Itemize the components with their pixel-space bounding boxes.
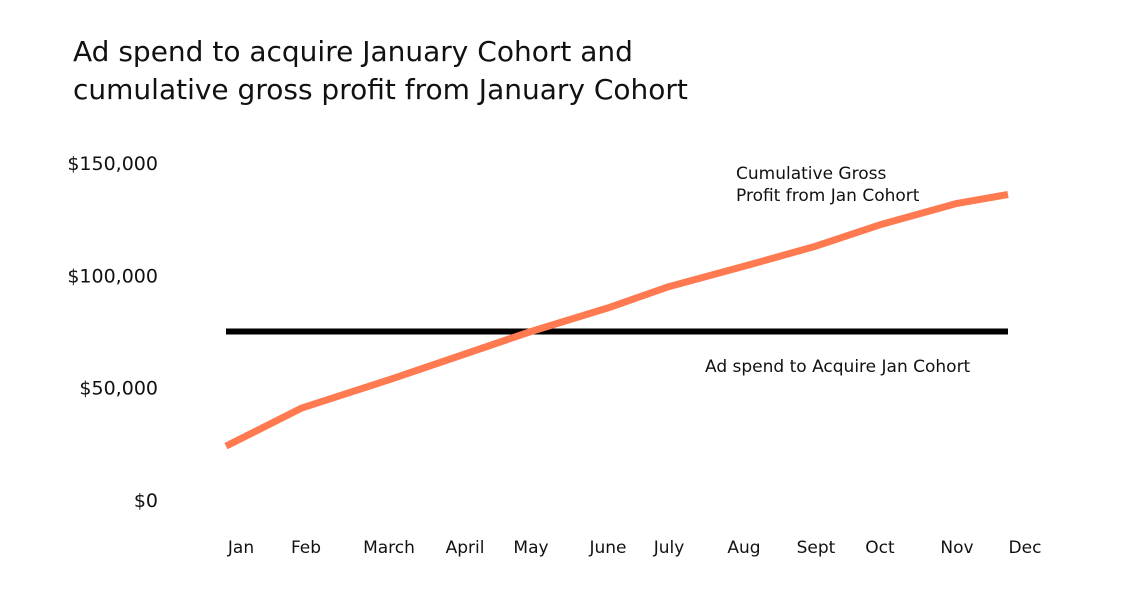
x-tick-label: Sept xyxy=(797,538,836,558)
y-tick-label: $150,000 xyxy=(67,153,158,175)
x-tick-label: May xyxy=(513,538,548,558)
y-axis-ticks: $0 $50,000 $100,000 $150,000 xyxy=(67,153,158,512)
x-axis-ticks: Jan Feb March April May June July Aug Sept Oct Nov… xyxy=(227,538,1042,558)
chart-title-line-1: Ad spend to acquire January Cohort and xyxy=(73,35,633,68)
x-tick-label: April xyxy=(446,538,485,558)
x-tick-label: Jan xyxy=(227,538,254,558)
y-tick-label: $0 xyxy=(134,490,158,512)
profit-series-label-line-1: Cumulative Gross xyxy=(736,164,886,184)
x-tick-label: June xyxy=(588,538,626,558)
x-tick-label: Dec xyxy=(1009,538,1042,558)
profit-series-line xyxy=(224,191,1009,450)
x-tick-label: Oct xyxy=(865,538,895,558)
profit-series-label-line-2: Profit from Jan Cohort xyxy=(736,186,920,206)
series-layer xyxy=(224,191,1009,450)
x-tick-label: Nov xyxy=(940,538,973,558)
x-tick-label: Aug xyxy=(727,538,760,558)
chart-title-line-2: cumulative gross profit from January Coh… xyxy=(73,73,688,106)
y-tick-label: $100,000 xyxy=(67,265,158,287)
chart-title: Ad spend to acquire January Cohort and c… xyxy=(73,35,688,106)
y-tick-label: $50,000 xyxy=(79,378,158,400)
x-tick-label: March xyxy=(363,538,415,558)
annotations: Cumulative Gross Profit from Jan Cohort … xyxy=(705,164,971,377)
x-tick-label: Feb xyxy=(291,538,321,558)
ad-spend-series-label: Ad spend to Acquire Jan Cohort xyxy=(705,357,971,377)
x-tick-label: July xyxy=(653,538,685,558)
